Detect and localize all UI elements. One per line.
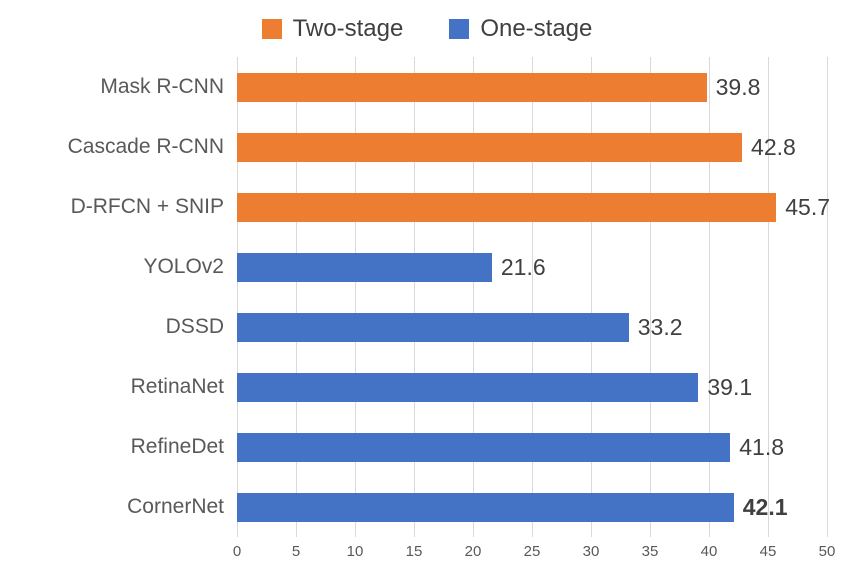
bar-refinedet — [237, 432, 731, 462]
category-axis: Mask R-CNN Cascade R-CNN D-RFCN + SNIP Y… — [0, 57, 237, 537]
legend-label: Two-stage — [292, 14, 404, 42]
bar-row: 21.6 — [237, 237, 827, 297]
gridline — [414, 57, 415, 537]
bar-dssd — [237, 312, 629, 342]
x-tick-label: 30 — [582, 543, 600, 560]
x-tick-label: 45 — [759, 543, 777, 560]
gridline — [591, 57, 592, 537]
value-label: 21.6 — [500, 253, 546, 280]
bar-row: 41.8 — [237, 417, 827, 477]
bar-row: 42.8 — [237, 117, 827, 177]
value-label: 39.8 — [715, 73, 761, 100]
bars: 39.8 42.8 45.7 21.6 33.2 — [237, 57, 831, 537]
value-label: 42.8 — [751, 133, 796, 160]
category-label-mask-r-cnn: Mask R-CNN — [100, 75, 224, 98]
bar-row: 33.2 — [237, 297, 827, 357]
gridline — [827, 57, 828, 537]
category-label-refinedet: RefineDet — [130, 435, 224, 458]
x-tick-label: 35 — [641, 543, 659, 560]
bar-mask-r-cnn — [237, 72, 707, 102]
value-label: 45.7 — [785, 193, 831, 220]
x-tick-label: 10 — [346, 543, 364, 560]
x-axis: 0 5 10 15 20 25 30 35 40 45 50 — [233, 537, 836, 569]
one-stage-swatch-icon — [449, 18, 470, 39]
x-tick-label: 15 — [405, 543, 423, 560]
gridline — [532, 57, 533, 537]
bar-row: 39.8 — [237, 57, 827, 117]
bar-cornernet — [237, 492, 734, 522]
category-label-dssd: DSSD — [165, 315, 224, 338]
legend-label: One-stage — [480, 14, 593, 42]
gridline — [296, 57, 297, 537]
value-label: 41.8 — [739, 433, 784, 460]
bar-row: 42.1 — [237, 477, 827, 537]
gridline — [768, 57, 769, 537]
gridlines — [237, 57, 828, 537]
category-label-cornernet: CornerNet — [127, 495, 224, 518]
x-tick-label: 0 — [232, 543, 242, 560]
x-tick-label: 5 — [291, 543, 301, 560]
legend: Two-stage One-stage — [0, 0, 854, 57]
value-label: 39.1 — [707, 373, 753, 400]
x-tick-label: 25 — [523, 543, 541, 560]
x-tick-label: 40 — [700, 543, 718, 560]
category-label-yolov2: YOLOv2 — [143, 255, 224, 278]
bar-row: 39.1 — [237, 357, 827, 417]
gridline — [709, 57, 710, 537]
gridline — [237, 57, 238, 537]
value-label: 42.1 — [742, 493, 788, 520]
bar-yolov2 — [237, 252, 492, 282]
category-label-retinanet: RetinaNet — [130, 375, 224, 398]
bar-d-rfcn-snip — [237, 192, 777, 222]
bar-row: 45.7 — [237, 177, 831, 237]
plot-body: Mask R-CNN Cascade R-CNN D-RFCN + SNIP Y… — [0, 57, 854, 537]
legend-item-two-stage: Two-stage — [261, 14, 404, 42]
gridline — [355, 57, 356, 537]
plot-area: 39.8 42.8 45.7 21.6 33.2 — [237, 57, 831, 537]
value-label: 33.2 — [637, 313, 683, 340]
x-tick-label: 50 — [818, 543, 836, 560]
category-label-d-rfcn-snip: D-RFCN + SNIP — [70, 195, 224, 218]
x-tick-label: 20 — [464, 543, 482, 560]
two-stage-swatch-icon — [261, 18, 282, 39]
bar-cascade-r-cnn — [237, 132, 743, 162]
bar-retinanet — [237, 372, 699, 402]
gridline — [650, 57, 651, 537]
legend-item-one-stage: One-stage — [449, 14, 593, 42]
category-label-cascade-r-cnn: Cascade R-CNN — [67, 135, 224, 158]
gridline — [473, 57, 474, 537]
